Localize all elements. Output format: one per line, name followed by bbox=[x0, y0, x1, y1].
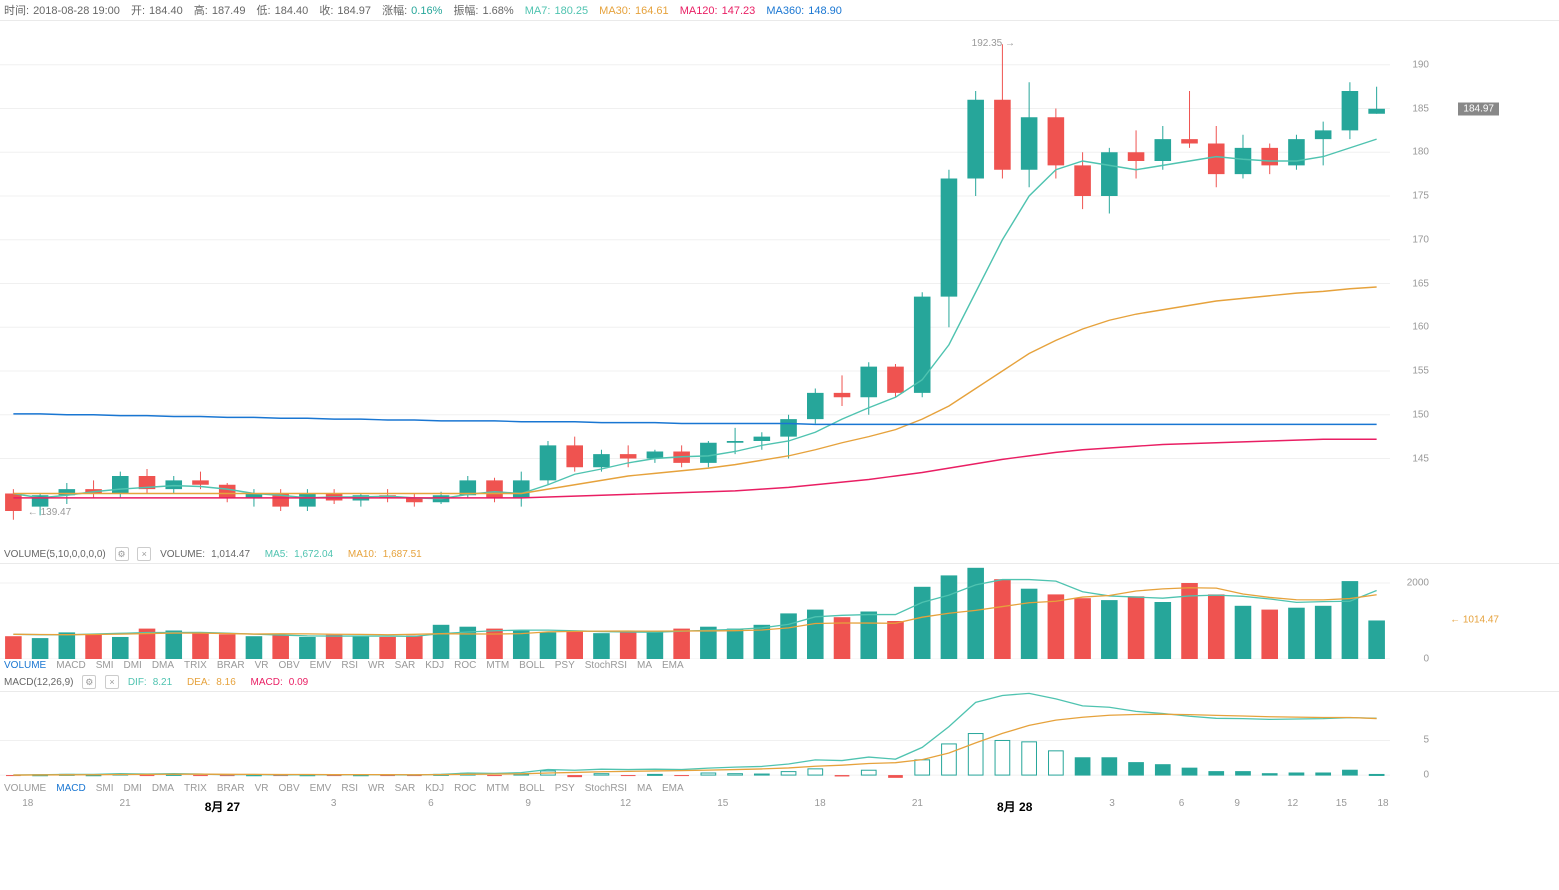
close-icon[interactable]: × bbox=[137, 547, 151, 561]
indicator-tab-mtm[interactable]: MTM bbox=[486, 783, 509, 794]
indicator-tab-ema[interactable]: EMA bbox=[662, 783, 684, 794]
indicator-tab-roc[interactable]: ROC bbox=[454, 783, 476, 794]
time-axis-label: 9 bbox=[1234, 798, 1240, 809]
indicator-tab-volume[interactable]: VOLUME bbox=[4, 783, 46, 794]
time-axis-label: 12 bbox=[1287, 798, 1298, 809]
indicator-tab-boll[interactable]: BOLL bbox=[519, 783, 545, 794]
volume-chart[interactable]: 02000← 1014.47 bbox=[0, 563, 1559, 658]
indicator-tab-dma[interactable]: DMA bbox=[152, 783, 174, 794]
indicator-tab-trix[interactable]: TRIX bbox=[184, 783, 207, 794]
time-axis-label: 6 bbox=[1179, 798, 1185, 809]
indicator-tab-emv[interactable]: EMV bbox=[310, 783, 332, 794]
indicator-tabs-2: VOLUME MACD SMI DMI DMA TRIX BRAR VR OBV EMV RSI WR… bbox=[0, 781, 1559, 796]
indicator-tab-vr[interactable]: VR bbox=[255, 783, 269, 794]
indicator-tab-mtm[interactable]: MTM bbox=[486, 660, 509, 671]
indicator-tab-stochrsi[interactable]: StochRSI bbox=[585, 783, 627, 794]
time-axis-label: 3 bbox=[331, 798, 337, 809]
indicator-tab-wr[interactable]: WR bbox=[368, 783, 385, 794]
indicator-tab-ema[interactable]: EMA bbox=[662, 660, 684, 671]
indicator-tab-macd[interactable]: MACD bbox=[56, 660, 85, 671]
indicator-tab-kdj[interactable]: KDJ bbox=[425, 783, 444, 794]
time-axis-label: 18 bbox=[815, 798, 826, 809]
close-icon[interactable]: × bbox=[105, 675, 119, 689]
indicator-tab-sar[interactable]: SAR bbox=[395, 783, 416, 794]
macd-chart[interactable]: 05 bbox=[0, 691, 1559, 781]
indicator-tab-emv[interactable]: EMV bbox=[310, 660, 332, 671]
indicator-tab-smi[interactable]: SMI bbox=[96, 660, 114, 671]
indicator-tab-stochrsi[interactable]: StochRSI bbox=[585, 660, 627, 671]
time-axis-label: 9 bbox=[525, 798, 531, 809]
time-axis-label: 18 bbox=[1377, 798, 1388, 809]
indicator-tab-rsi[interactable]: RSI bbox=[341, 783, 358, 794]
indicator-tab-ma[interactable]: MA bbox=[637, 660, 652, 671]
indicator-tab-dmi[interactable]: DMI bbox=[123, 660, 141, 671]
indicator-tab-trix[interactable]: TRIX bbox=[184, 660, 207, 671]
indicator-tab-dma[interactable]: DMA bbox=[152, 660, 174, 671]
indicator-tab-sar[interactable]: SAR bbox=[395, 660, 416, 671]
indicator-tab-brar[interactable]: BRAR bbox=[217, 783, 245, 794]
macd-header: MACD(12,26,9) ⚙ × DIF:8.21 DEA:8.16 MACD… bbox=[0, 673, 1559, 691]
indicator-tab-obv[interactable]: OBV bbox=[279, 783, 300, 794]
indicator-tab-dmi[interactable]: DMI bbox=[123, 783, 141, 794]
time-axis-label: 15 bbox=[1336, 798, 1347, 809]
indicator-tab-rsi[interactable]: RSI bbox=[341, 660, 358, 671]
time-axis: 18 21 8月 27 3 6 9 12 15 18 21 8月 28 3 6 9 12 15 18 bbox=[0, 796, 1559, 814]
indicator-tab-boll[interactable]: BOLL bbox=[519, 660, 545, 671]
time-axis-label: 8月 28 bbox=[997, 798, 1032, 815]
indicator-tab-vr[interactable]: VR bbox=[255, 660, 269, 671]
gear-icon[interactable]: ⚙ bbox=[115, 547, 129, 561]
time-axis-label: 15 bbox=[717, 798, 728, 809]
indicator-tab-kdj[interactable]: KDJ bbox=[425, 660, 444, 671]
time-axis-label: 3 bbox=[1109, 798, 1115, 809]
indicator-tab-macd[interactable]: MACD bbox=[56, 783, 85, 794]
volume-header: VOLUME(5,10,0,0,0,0) ⚙ × VOLUME:1,014.47… bbox=[0, 545, 1559, 563]
indicator-tab-ma[interactable]: MA bbox=[637, 783, 652, 794]
time-axis-label: 18 bbox=[22, 798, 33, 809]
time-axis-label: 21 bbox=[912, 798, 923, 809]
indicator-tab-smi[interactable]: SMI bbox=[96, 783, 114, 794]
indicator-tab-volume[interactable]: VOLUME bbox=[4, 660, 46, 671]
indicator-tab-roc[interactable]: ROC bbox=[454, 660, 476, 671]
time-axis-label: 21 bbox=[120, 798, 131, 809]
indicator-tab-brar[interactable]: BRAR bbox=[217, 660, 245, 671]
indicator-tab-wr[interactable]: WR bbox=[368, 660, 385, 671]
indicator-tab-psy[interactable]: PSY bbox=[555, 660, 575, 671]
ohlc-header: 时间:2018-08-28 19:00 开:184.40 高:187.49 低:… bbox=[0, 0, 1559, 20]
indicator-tab-obv[interactable]: OBV bbox=[279, 660, 300, 671]
candlestick-chart[interactable]: 145150155160165170175180185190184.97← 13… bbox=[0, 20, 1559, 545]
indicator-tabs-1: VOLUME MACD SMI DMI DMA TRIX BRAR VR OBV EMV RSI WR… bbox=[0, 658, 1559, 673]
time-axis-label: 6 bbox=[428, 798, 434, 809]
time-axis-label: 8月 27 bbox=[205, 798, 240, 815]
indicator-tab-psy[interactable]: PSY bbox=[555, 783, 575, 794]
time-axis-label: 12 bbox=[620, 798, 631, 809]
gear-icon[interactable]: ⚙ bbox=[82, 675, 96, 689]
